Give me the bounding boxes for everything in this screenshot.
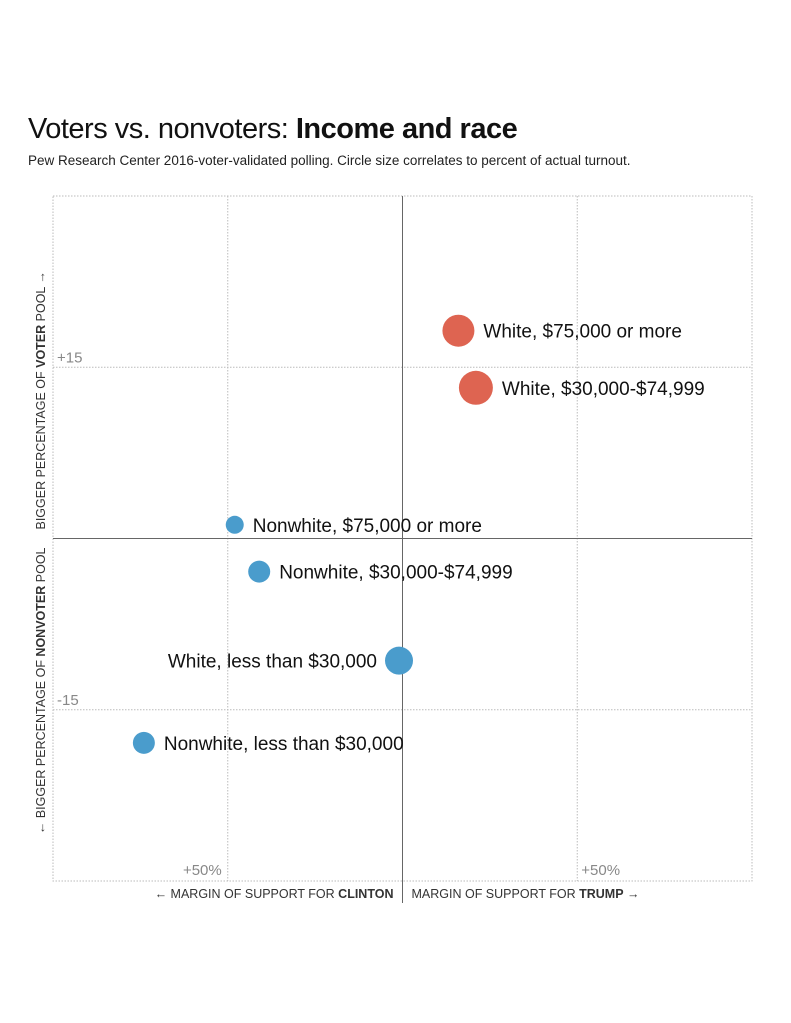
y-axis-label-nonvoter-part: ← BIGGER PERCENTAGE OF	[34, 657, 48, 835]
point-circle	[458, 370, 493, 405]
point-label: Nonwhite, $75,000 or more	[253, 516, 482, 537]
point-label: White, less than $30,000	[168, 652, 377, 673]
point-label: Nonwhite, $30,000-$74,999	[279, 563, 512, 584]
point-circle	[442, 314, 475, 347]
data-point: White, less than $30,000	[168, 646, 414, 675]
chart-title: Voters vs. nonvoters: Income and race	[28, 113, 518, 146]
point-circle	[132, 731, 155, 754]
x-tick-label: +50%	[581, 862, 620, 879]
axes	[53, 196, 752, 903]
axis-labels: ← MARGIN OF SUPPORT FOR CLINTON MARGIN OF…	[34, 271, 640, 901]
data-point: Nonwhite, $75,000 or more	[225, 515, 482, 537]
y-axis-label-voter-part: VOTER	[34, 325, 48, 368]
x-axis-label-clinton-part: CLINTON	[338, 887, 393, 901]
x-axis-label-trump-part: →	[624, 887, 640, 901]
data-point: White, $30,000-$74,999	[458, 370, 705, 405]
x-axis-label-trump: MARGIN OF SUPPORT FOR TRUMP →	[412, 887, 640, 901]
y-axis-label-nonvoter: ← BIGGER PERCENTAGE OF NONVOTER POOL	[34, 547, 48, 834]
tick-labels: +50% +50% +15 -15	[57, 349, 620, 879]
data-point: Nonwhite, less than $30,000	[132, 731, 404, 755]
y-tick-label: +15	[57, 349, 82, 366]
y-axis-label-nonvoter-part: NONVOTER	[34, 586, 48, 657]
y-axis-label-voter-part: BIGGER PERCENTAGE OF	[34, 368, 48, 530]
x-axis-label-clinton-part: ← MARGIN OF SUPPORT FOR	[155, 887, 339, 901]
y-tick-label: -15	[57, 692, 79, 709]
y-axis-label-voter: BIGGER PERCENTAGE OF VOTER POOL →	[34, 271, 48, 529]
point-label: White, $75,000 or more	[483, 322, 682, 343]
y-axis-label-voter-part: POOL →	[34, 271, 48, 325]
x-axis-label-clinton: ← MARGIN OF SUPPORT FOR CLINTON	[155, 887, 394, 901]
data-points: White, $75,000 or more White, $30,000-$74…	[132, 314, 705, 755]
point-circle	[248, 560, 271, 583]
y-axis-label-nonvoter-part: POOL	[34, 547, 48, 585]
x-tick-label: +50%	[183, 862, 222, 879]
data-point: White, $75,000 or more	[442, 314, 682, 347]
point-circle	[225, 515, 244, 534]
x-axis-label-trump-part: MARGIN OF SUPPORT FOR	[412, 887, 580, 901]
title-bold: Income and race	[295, 113, 518, 145]
title-regular: Voters vs. nonvoters:	[28, 113, 296, 145]
x-axis-label-trump-part: TRUMP	[579, 887, 623, 901]
data-point: Nonwhite, $30,000-$74,999	[248, 560, 513, 584]
point-label: Nonwhite, less than $30,000	[164, 734, 404, 755]
point-label: White, $30,000-$74,999	[502, 379, 705, 400]
point-circle	[385, 646, 414, 675]
chart-subtitle: Pew Research Center 2016-voter-validated…	[28, 153, 631, 168]
